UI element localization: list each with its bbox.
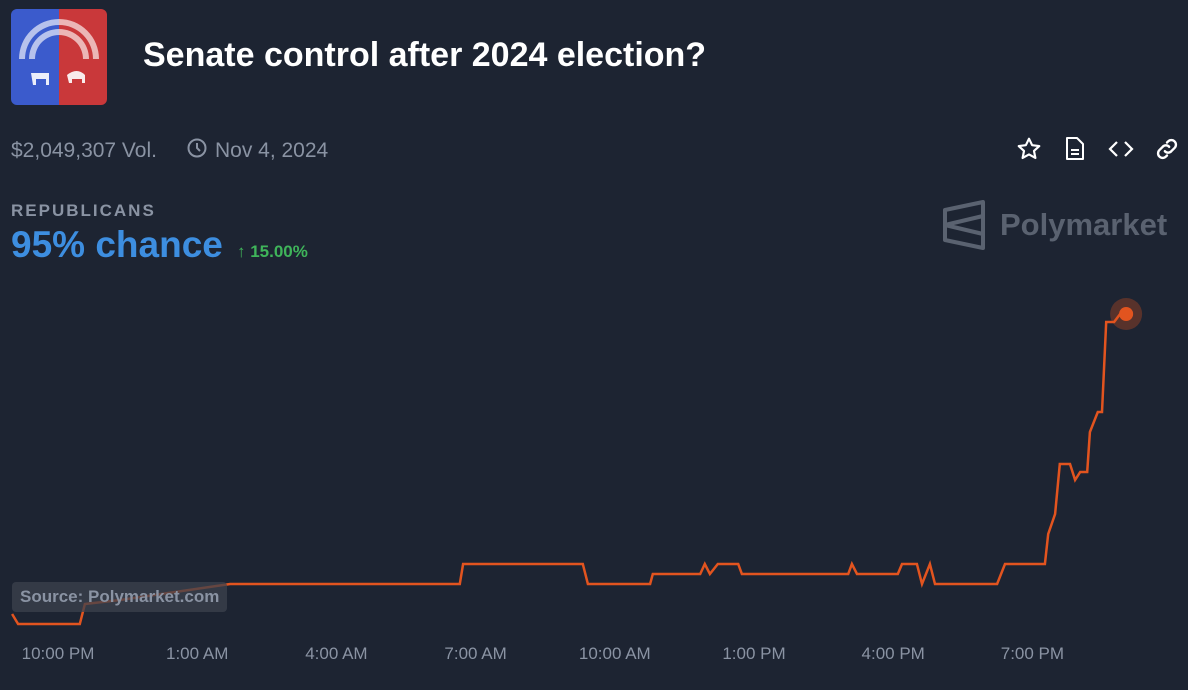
volume: $2,049,307 Vol. (11, 139, 157, 162)
x-tick-label: 10:00 AM (579, 644, 651, 663)
embed-code-icon[interactable] (1108, 134, 1134, 164)
market-meta: $2,049,307 Vol. Nov 4, 2024 (11, 138, 328, 164)
end-date: Nov 4, 2024 (214, 139, 329, 162)
action-bar (1016, 134, 1180, 164)
x-tick-label: 7:00 PM (1001, 644, 1064, 663)
x-tick-label: 1:00 AM (166, 644, 228, 663)
outcome-label: REPUBLICANS (11, 201, 156, 220)
last-point (1119, 307, 1134, 321)
brand-name: Polymarket (1000, 207, 1168, 242)
x-tick-label: 7:00 AM (444, 644, 506, 663)
series-line-republicans (11, 312, 1127, 626)
market-logo (11, 9, 107, 105)
outcome-chance: 95% chance (11, 224, 223, 265)
polymarket-logo-icon (943, 200, 985, 250)
document-icon[interactable] (1062, 134, 1088, 164)
chance-delta: ↑ 15.00% (237, 242, 308, 261)
x-tick-label: 4:00 AM (305, 644, 367, 663)
source-label: Source: Polymarket.com (12, 582, 228, 612)
clock-icon (187, 138, 207, 164)
x-tick-label: 4:00 PM (862, 644, 925, 663)
polymarket-watermark: Polymarket (942, 200, 1167, 250)
star-icon[interactable] (1016, 134, 1042, 164)
link-icon[interactable] (1154, 134, 1180, 164)
x-tick-label: 1:00 PM (722, 644, 785, 663)
market-title: Senate control after 2024 election? (143, 36, 707, 74)
x-tick-label: 10:00 PM (22, 644, 95, 663)
